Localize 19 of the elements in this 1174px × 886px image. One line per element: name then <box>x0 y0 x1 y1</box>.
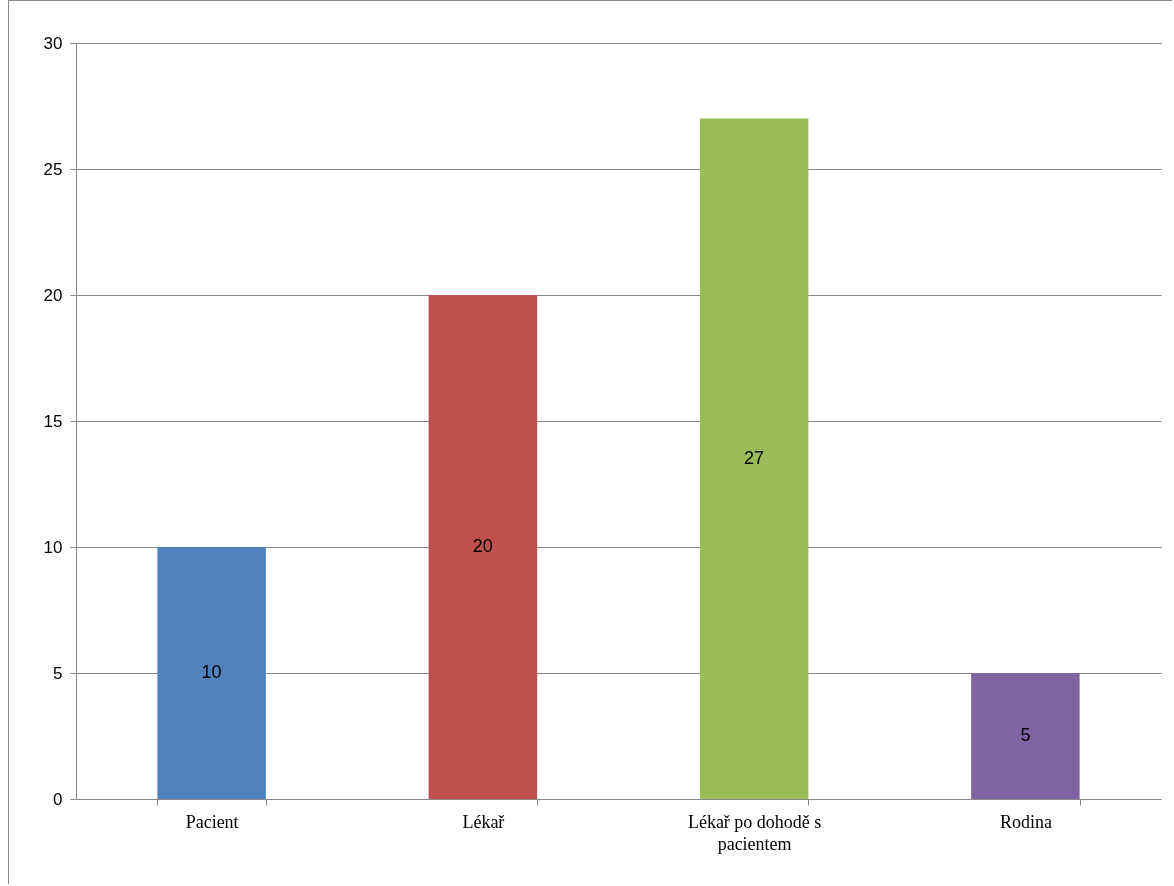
bar <box>157 547 266 799</box>
y-tick-label: 10 <box>43 537 63 557</box>
y-tick-label: 30 <box>43 33 63 53</box>
y-tick-label: 20 <box>43 285 63 305</box>
x-tick-label: Lékař po dohodě s pacientem <box>687 811 822 854</box>
data-label: 10 <box>201 662 222 682</box>
y-tick-label: 0 <box>53 789 63 809</box>
bar <box>971 673 1080 799</box>
data-label: 27 <box>744 447 765 468</box>
bar <box>699 118 809 799</box>
data-label: 5 <box>1020 725 1031 745</box>
y-tick-label: 25 <box>43 159 63 179</box>
data-label: 20 <box>472 536 493 556</box>
x-tick-label: Rodina <box>999 811 1052 832</box>
y-tick-label: 15 <box>43 411 63 431</box>
bar <box>428 295 538 799</box>
x-tick-label: Pacient <box>185 811 239 832</box>
x-tick-label: Lékař <box>462 811 505 832</box>
y-tick-label: 5 <box>53 663 63 683</box>
